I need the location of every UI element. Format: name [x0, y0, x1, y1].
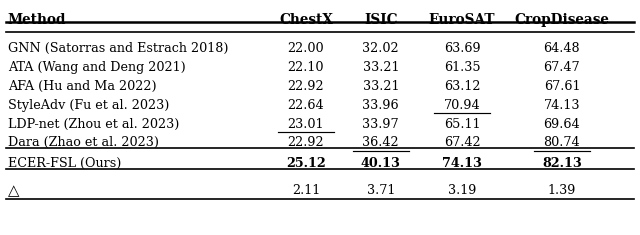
Text: 70.94: 70.94: [444, 99, 481, 112]
Text: 33.21: 33.21: [362, 61, 399, 74]
Text: 65.11: 65.11: [444, 118, 481, 130]
Text: 3.19: 3.19: [448, 184, 476, 197]
Text: 22.00: 22.00: [287, 42, 324, 55]
Text: 22.10: 22.10: [287, 61, 324, 74]
Text: 67.47: 67.47: [543, 61, 580, 74]
Text: 80.74: 80.74: [543, 136, 580, 149]
Text: LDP-net (Zhou et al. 2023): LDP-net (Zhou et al. 2023): [8, 118, 179, 130]
Text: 1.39: 1.39: [548, 184, 576, 197]
Text: 3.71: 3.71: [367, 184, 395, 197]
Text: GNN (Satorras and Estrach 2018): GNN (Satorras and Estrach 2018): [8, 42, 228, 55]
Text: 32.02: 32.02: [362, 42, 399, 55]
Text: ECER-FSL (Ours): ECER-FSL (Ours): [8, 157, 121, 170]
Text: 63.12: 63.12: [444, 80, 481, 93]
Text: ChestX: ChestX: [279, 13, 333, 27]
Text: 40.13: 40.13: [361, 157, 401, 170]
Text: 74.13: 74.13: [543, 99, 580, 112]
Text: 36.42: 36.42: [362, 136, 399, 149]
Text: 23.01: 23.01: [287, 118, 324, 130]
Text: 69.64: 69.64: [543, 118, 580, 130]
Text: 63.69: 63.69: [444, 42, 481, 55]
Text: 64.48: 64.48: [543, 42, 580, 55]
Text: 82.13: 82.13: [542, 157, 582, 170]
Text: 33.21: 33.21: [362, 80, 399, 93]
Text: AFA (Hu and Ma 2022): AFA (Hu and Ma 2022): [8, 80, 156, 93]
Text: ATA (Wang and Deng 2021): ATA (Wang and Deng 2021): [8, 61, 186, 74]
Text: 67.61: 67.61: [543, 80, 580, 93]
Text: 22.92: 22.92: [287, 80, 324, 93]
Text: EuroSAT: EuroSAT: [429, 13, 495, 27]
Text: Dara (Zhao et al. 2023): Dara (Zhao et al. 2023): [8, 136, 159, 149]
Text: 22.64: 22.64: [287, 99, 324, 112]
Text: 25.12: 25.12: [286, 157, 326, 170]
Text: 33.97: 33.97: [362, 118, 399, 130]
Text: 67.42: 67.42: [444, 136, 481, 149]
Text: 22.92: 22.92: [287, 136, 324, 149]
Text: ISIC: ISIC: [364, 13, 397, 27]
Text: 74.13: 74.13: [442, 157, 482, 170]
Text: StyleAdv (Fu et al. 2023): StyleAdv (Fu et al. 2023): [8, 99, 169, 112]
Text: 61.35: 61.35: [444, 61, 481, 74]
Text: 33.96: 33.96: [362, 99, 399, 112]
Text: CropDisease: CropDisease: [515, 13, 609, 27]
Text: △: △: [8, 184, 19, 199]
Text: Method: Method: [8, 13, 66, 27]
Text: 2.11: 2.11: [292, 184, 320, 197]
